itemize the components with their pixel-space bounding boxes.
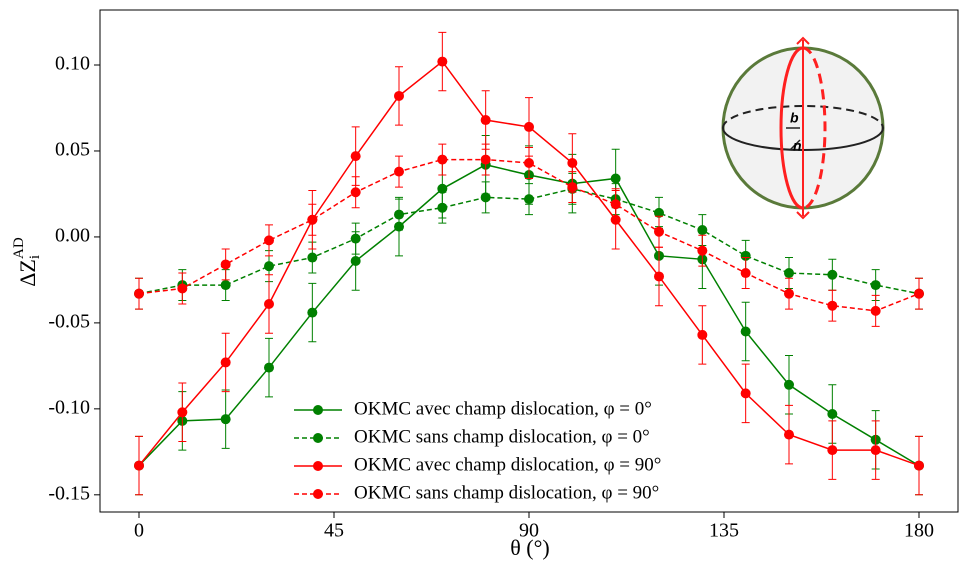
marker	[697, 225, 708, 236]
marker	[827, 300, 838, 311]
marker	[610, 199, 621, 210]
marker	[740, 388, 751, 399]
marker	[350, 187, 361, 198]
marker	[654, 226, 664, 237]
marker	[740, 326, 751, 337]
x-tick-label: 90	[519, 520, 539, 542]
marker	[307, 214, 318, 225]
inset-diagram: b n	[721, 36, 885, 220]
marker	[740, 268, 751, 279]
back-meridian	[802, 46, 827, 210]
marker	[827, 409, 838, 420]
y-tick-label: -0.10	[48, 396, 90, 418]
marker	[264, 362, 274, 373]
marker	[480, 192, 491, 203]
marker	[307, 307, 318, 318]
marker	[784, 288, 794, 299]
marker	[567, 158, 578, 169]
marker	[350, 151, 361, 162]
marker	[654, 271, 664, 282]
marker	[177, 407, 188, 418]
legend-label: OKMC avec champ dislocation, φ = 0°	[354, 398, 652, 419]
marker	[870, 280, 881, 291]
legend-marker	[313, 489, 323, 499]
y-tick-label: 0.05	[55, 139, 90, 161]
marker	[264, 298, 274, 309]
marker	[567, 182, 578, 193]
marker	[784, 379, 794, 390]
inset-label: b	[790, 110, 799, 126]
y-tick-label: -0.15	[48, 482, 90, 504]
marker	[914, 460, 924, 471]
marker	[394, 90, 404, 101]
marker	[784, 268, 794, 279]
marker	[220, 414, 231, 425]
n-vector	[789, 139, 801, 151]
marker	[740, 250, 751, 261]
arrow-heads	[796, 36, 810, 220]
y-tick-label: -0.05	[48, 310, 90, 332]
marker	[870, 305, 881, 316]
marker	[524, 121, 534, 132]
marker	[350, 256, 361, 266]
marker	[220, 280, 231, 291]
marker	[914, 288, 924, 299]
marker	[307, 252, 318, 263]
back-equator	[722, 105, 884, 129]
marker	[784, 429, 794, 440]
y-tick-label: 0.00	[55, 225, 90, 247]
marker	[524, 158, 534, 169]
marker	[264, 261, 274, 272]
legend-marker	[313, 433, 323, 443]
marker	[480, 154, 491, 165]
x-axis-label: θ (°)	[510, 535, 550, 560]
x-tick-label: 0	[134, 520, 144, 542]
inset-label: n	[793, 138, 802, 154]
x-tick-label: 180	[904, 520, 934, 542]
x-tick-label: 135	[709, 520, 739, 542]
y-label-main: ΔZ	[15, 259, 40, 287]
legend-label: OKMC sans champ dislocation, φ = 0°	[354, 426, 650, 447]
marker	[437, 202, 448, 213]
marker	[350, 233, 361, 244]
marker	[220, 259, 231, 270]
marker	[437, 56, 448, 67]
legend-marker	[313, 405, 323, 415]
y-label-sup: AD	[11, 237, 27, 259]
marker	[697, 329, 708, 340]
x-tick-label: 45	[324, 520, 344, 542]
y-label-sub: i	[27, 255, 43, 259]
marker	[437, 154, 448, 165]
marker	[437, 183, 448, 194]
marker	[524, 194, 534, 205]
marker	[177, 283, 188, 294]
marker	[134, 288, 144, 299]
marker	[480, 115, 491, 126]
legend-marker	[313, 461, 323, 471]
marker	[870, 445, 881, 456]
marker	[827, 269, 838, 280]
marker	[394, 209, 404, 220]
marker	[264, 235, 274, 246]
marker	[134, 460, 144, 471]
y-axis-label: ΔZiAD	[11, 237, 43, 287]
marker	[697, 245, 708, 256]
front-meridian	[779, 46, 804, 210]
y-tick-label: 0.10	[55, 53, 90, 75]
marker	[610, 173, 621, 184]
legend-label: OKMC avec champ dislocation, φ = 90°	[354, 454, 661, 475]
marker	[220, 357, 231, 368]
marker	[394, 166, 404, 177]
legend-label: OKMC sans champ dislocation, φ = 90°	[354, 482, 659, 503]
marker	[654, 207, 664, 218]
marker	[827, 445, 838, 456]
